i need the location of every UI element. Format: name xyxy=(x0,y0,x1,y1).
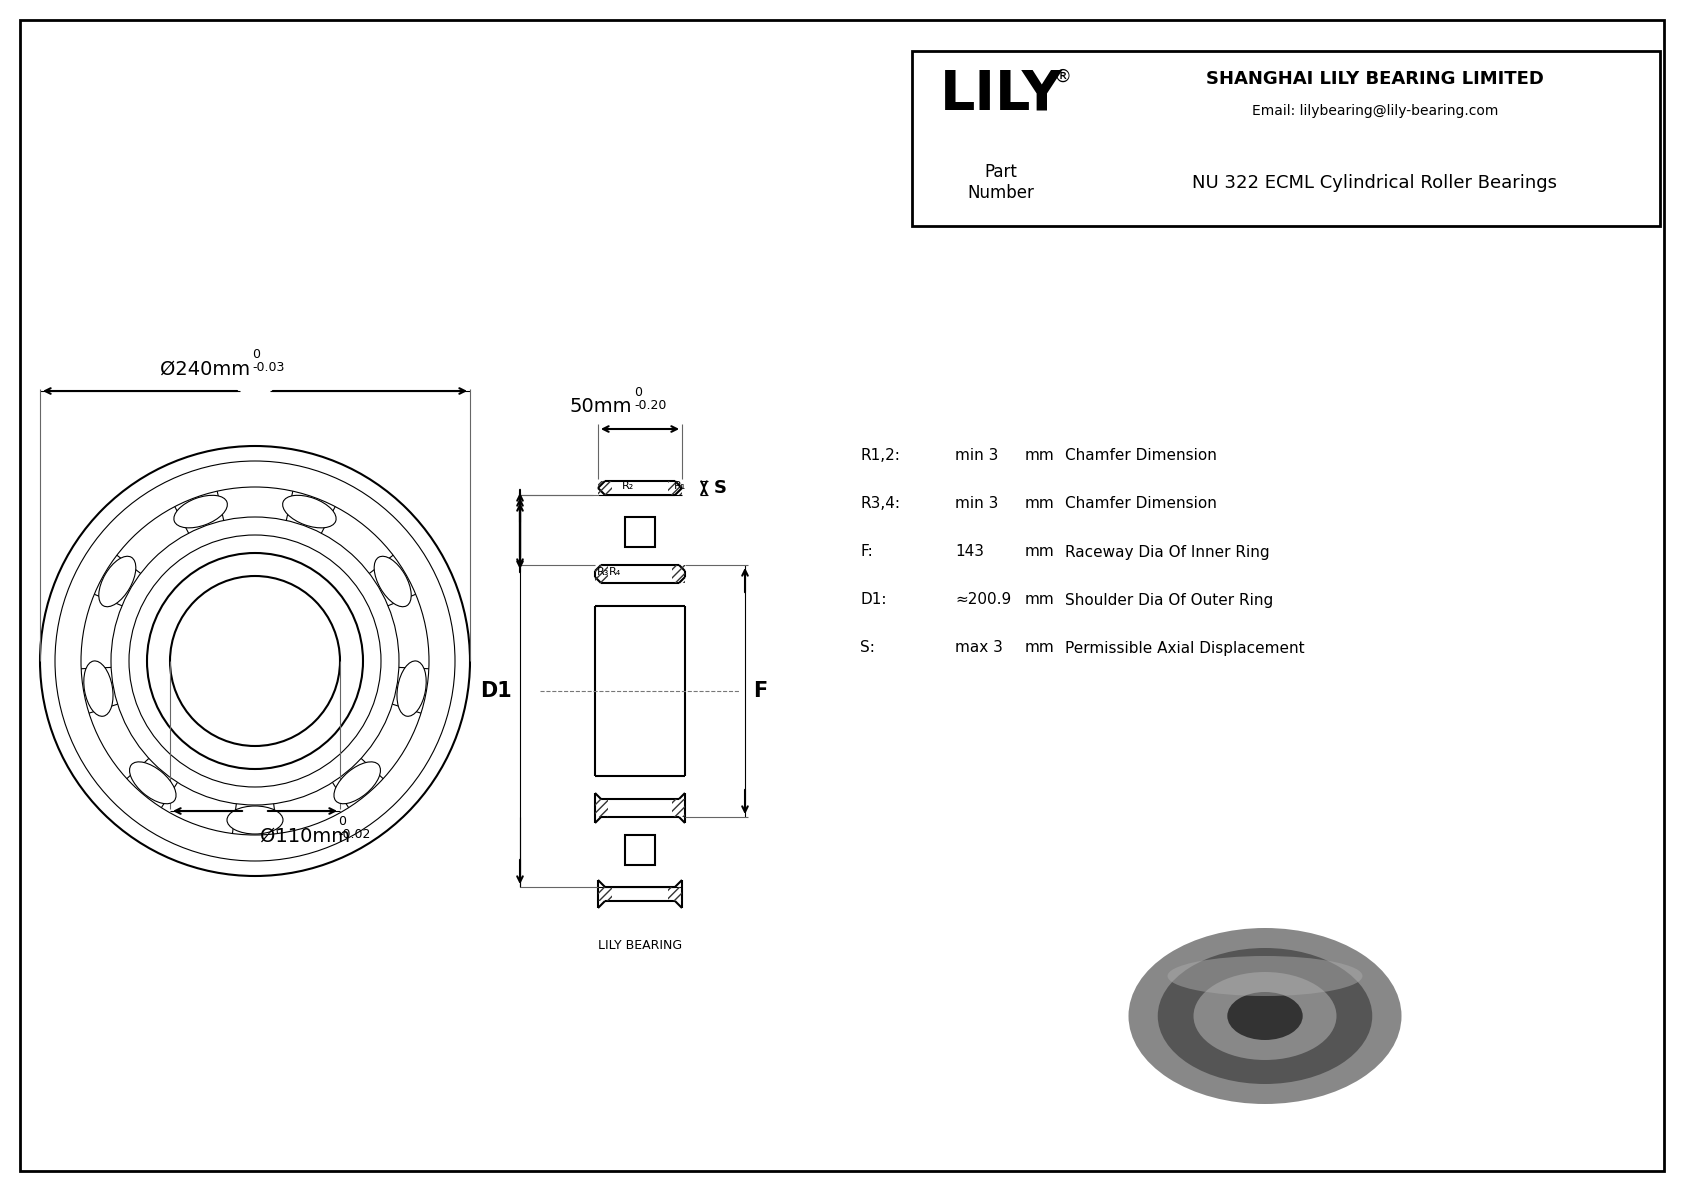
Ellipse shape xyxy=(333,762,381,804)
Text: Ø110mm: Ø110mm xyxy=(259,827,350,846)
Text: R₄: R₄ xyxy=(610,567,621,576)
Text: NU 322 ECML Cylindrical Roller Bearings: NU 322 ECML Cylindrical Roller Bearings xyxy=(1192,174,1558,192)
Text: Chamfer Dimension: Chamfer Dimension xyxy=(1064,497,1218,511)
Bar xyxy=(598,481,611,495)
Text: R₁: R₁ xyxy=(674,481,687,491)
Bar xyxy=(669,481,682,495)
Text: -0.03: -0.03 xyxy=(253,361,285,374)
Ellipse shape xyxy=(130,762,177,804)
Bar xyxy=(625,835,655,865)
Text: F: F xyxy=(753,681,768,701)
Text: F:: F: xyxy=(861,544,872,560)
Text: mm: mm xyxy=(1026,592,1054,607)
Text: Ø240mm: Ø240mm xyxy=(160,360,249,379)
Ellipse shape xyxy=(173,495,227,528)
Ellipse shape xyxy=(227,806,283,834)
Text: R₃: R₃ xyxy=(598,567,610,576)
Text: R₂: R₂ xyxy=(621,481,633,491)
Text: ®: ® xyxy=(1054,68,1073,86)
Text: Permissible Axial Displacement: Permissible Axial Displacement xyxy=(1064,641,1305,655)
Text: D1: D1 xyxy=(480,681,512,701)
Text: SHANGHAI LILY BEARING LIMITED: SHANGHAI LILY BEARING LIMITED xyxy=(1206,70,1544,88)
Ellipse shape xyxy=(1194,972,1337,1060)
Text: 0: 0 xyxy=(633,386,642,399)
Ellipse shape xyxy=(1159,948,1372,1084)
Text: -0.20: -0.20 xyxy=(633,399,667,412)
Text: max 3: max 3 xyxy=(955,641,1004,655)
Ellipse shape xyxy=(1228,992,1303,1040)
Text: 143: 143 xyxy=(955,544,983,560)
Text: mm: mm xyxy=(1026,497,1054,511)
Bar xyxy=(913,51,1660,226)
Text: R3,4:: R3,4: xyxy=(861,497,899,511)
Text: mm: mm xyxy=(1026,449,1054,463)
Text: R1,2:: R1,2: xyxy=(861,449,899,463)
Bar xyxy=(598,887,611,902)
Ellipse shape xyxy=(84,661,113,716)
Text: 50mm: 50mm xyxy=(569,398,632,417)
Text: ≈200.9: ≈200.9 xyxy=(955,592,1012,607)
Text: min 3: min 3 xyxy=(955,449,999,463)
Bar xyxy=(672,799,685,817)
Ellipse shape xyxy=(283,495,337,528)
Ellipse shape xyxy=(374,556,411,606)
Ellipse shape xyxy=(397,661,426,716)
Ellipse shape xyxy=(99,556,136,606)
Text: Raceway Dia Of Inner Ring: Raceway Dia Of Inner Ring xyxy=(1064,544,1270,560)
Bar xyxy=(625,835,655,865)
Text: mm: mm xyxy=(1026,641,1054,655)
Text: Email: lilybearing@lily-bearing.com: Email: lilybearing@lily-bearing.com xyxy=(1251,104,1499,118)
Text: S:: S: xyxy=(861,641,876,655)
Bar xyxy=(669,887,682,902)
Bar xyxy=(625,517,655,547)
Text: LILY: LILY xyxy=(940,68,1063,121)
Text: LILY BEARING: LILY BEARING xyxy=(598,939,682,952)
Text: Part
Number: Part Number xyxy=(968,163,1034,202)
Text: Chamfer Dimension: Chamfer Dimension xyxy=(1064,449,1218,463)
Text: S: S xyxy=(714,479,727,497)
Text: 0: 0 xyxy=(338,815,345,828)
Text: min 3: min 3 xyxy=(955,497,999,511)
Text: 0: 0 xyxy=(253,348,259,361)
Text: -0.02: -0.02 xyxy=(338,828,370,841)
Text: Shoulder Dia Of Outer Ring: Shoulder Dia Of Outer Ring xyxy=(1064,592,1273,607)
Text: mm: mm xyxy=(1026,544,1054,560)
Bar xyxy=(625,517,655,547)
Bar xyxy=(594,565,608,584)
Ellipse shape xyxy=(1128,928,1401,1104)
Bar xyxy=(672,565,685,584)
Ellipse shape xyxy=(1167,956,1362,996)
Text: D1:: D1: xyxy=(861,592,886,607)
Bar xyxy=(594,799,608,817)
